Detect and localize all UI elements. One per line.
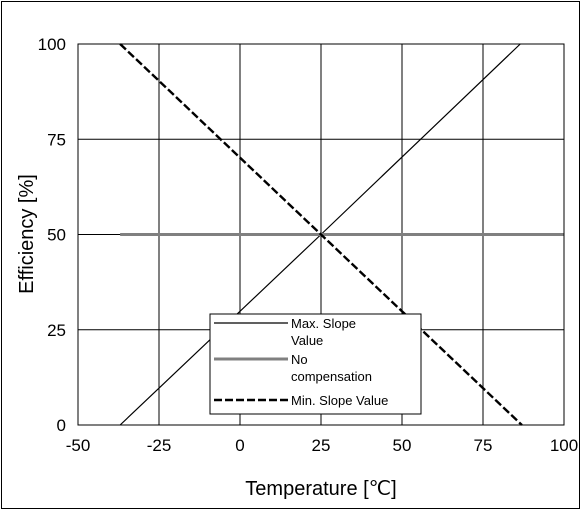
x-tick-label: 25 — [312, 436, 331, 455]
y-tick-label: 100 — [38, 35, 66, 54]
x-tick-label: -50 — [66, 436, 91, 455]
x-tick-label: 75 — [474, 436, 493, 455]
x-tick-label: -25 — [147, 436, 172, 455]
y-tick-label: 25 — [47, 321, 66, 340]
plot-area-border — [77, 43, 565, 426]
series-line-3 — [119, 43, 523, 426]
series-lines — [119, 43, 564, 426]
legend-label: Max. Slope — [291, 316, 356, 331]
x-tick-labels: -50 -25 0 25 50 75 100 — [66, 436, 578, 455]
y-tick-labels: 0 25 50 75 100 — [38, 35, 66, 435]
y-tick-label: 75 — [47, 130, 66, 149]
y-tick-label: 50 — [47, 226, 66, 245]
x-axis-title: Temperature [℃] — [245, 478, 396, 500]
legend-label: Min. Slope Value — [291, 393, 388, 408]
legend: Max. Slope Value No compensation Min. Slope … — [209, 313, 422, 415]
legend-box — [209, 313, 422, 415]
legend-label: compensation — [291, 369, 372, 384]
legend-label: Value — [291, 333, 323, 348]
legend-label: No — [291, 352, 308, 367]
x-tick-label: 100 — [550, 436, 578, 455]
x-tick-label: 50 — [393, 436, 412, 455]
y-tick-label: 0 — [57, 416, 66, 435]
x-tick-label: 0 — [235, 436, 244, 455]
y-axis-title: Efficiency [%] — [16, 174, 38, 294]
